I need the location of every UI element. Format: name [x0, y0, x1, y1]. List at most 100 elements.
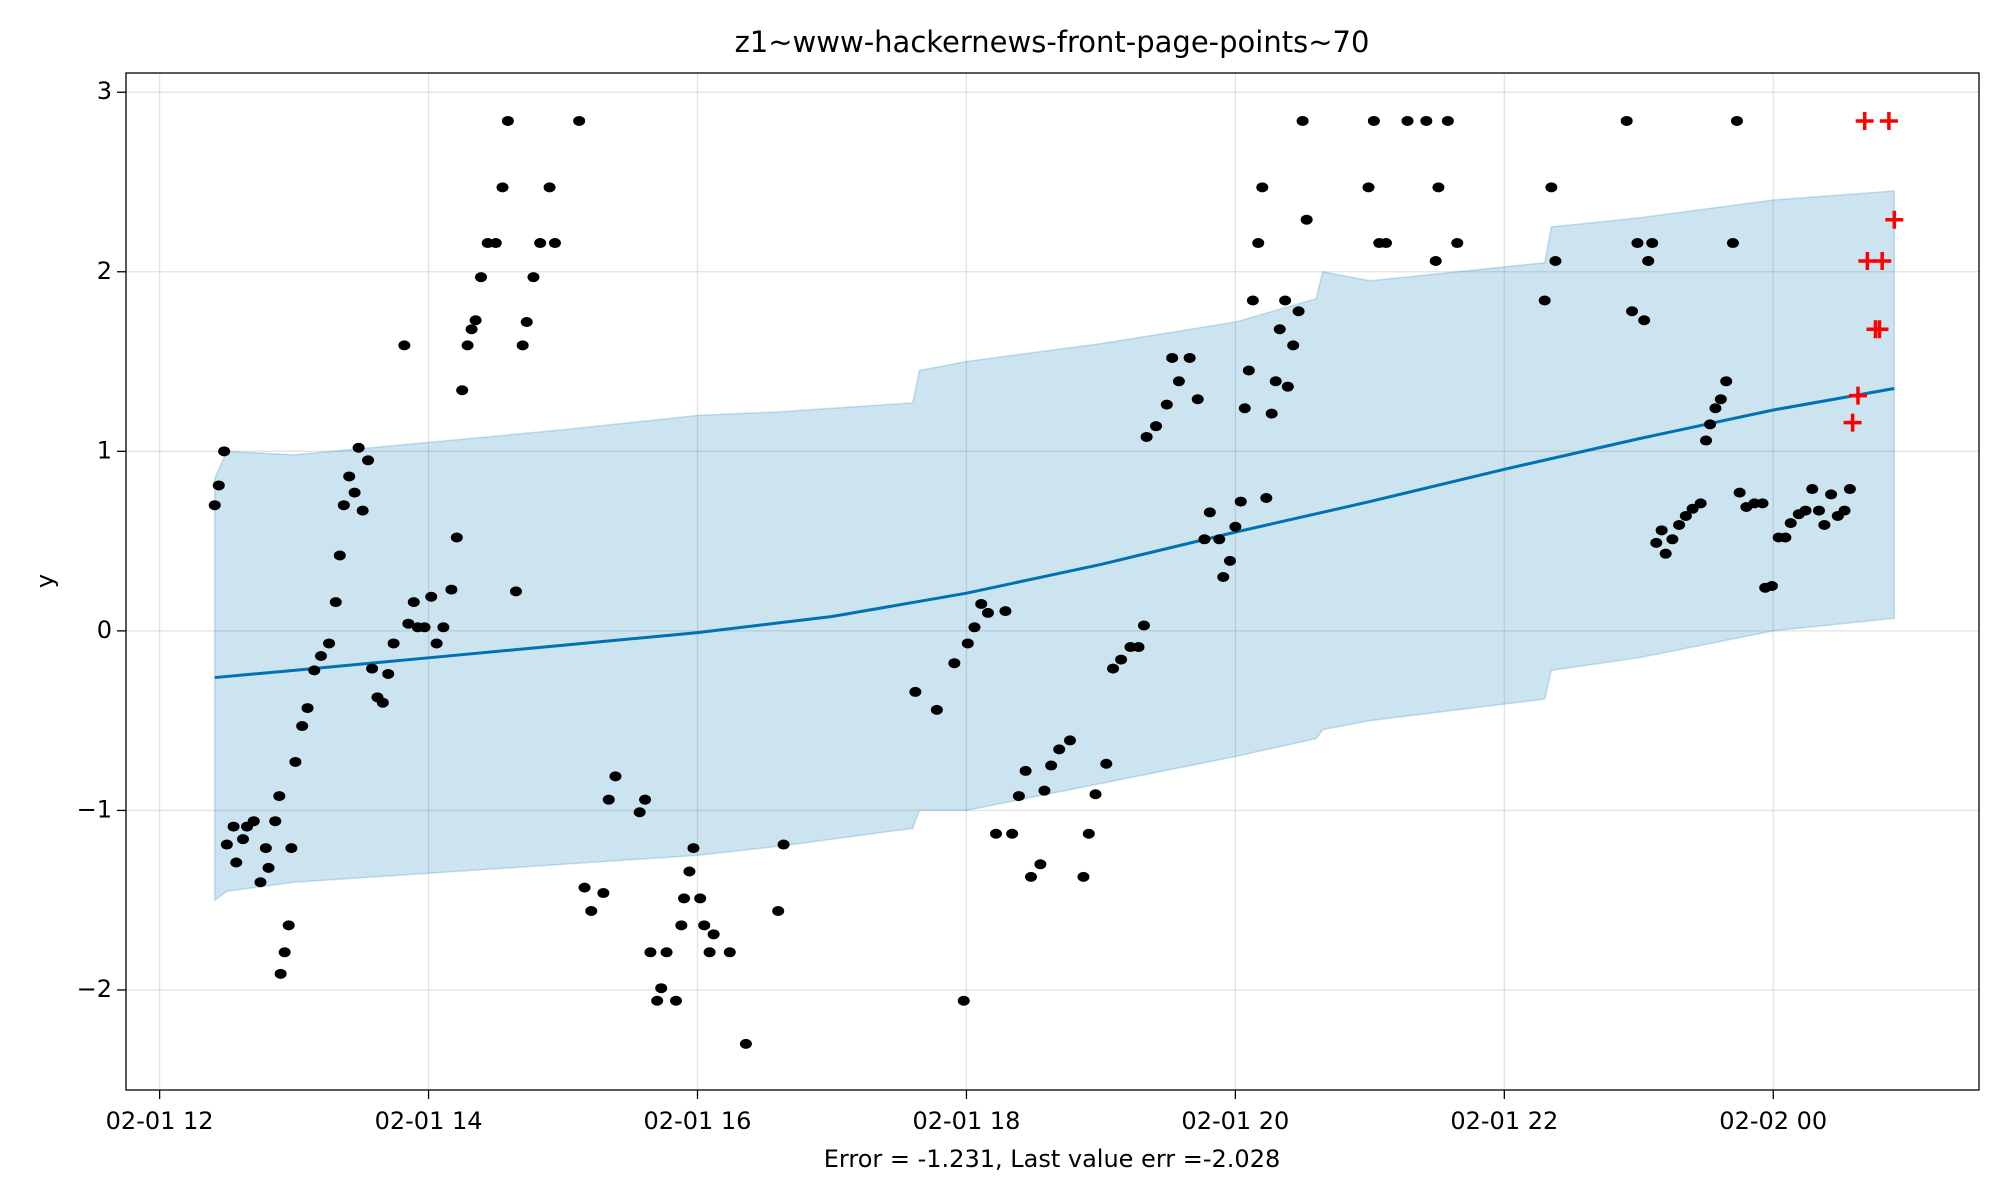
observed-point [407, 597, 420, 608]
observed-point [1549, 255, 1562, 266]
observed-point [425, 591, 438, 602]
observed-point [961, 638, 974, 649]
observed-point [1183, 352, 1196, 363]
observed-point [651, 995, 664, 1006]
observed-point [1160, 399, 1173, 410]
observed-point [1432, 182, 1445, 193]
observed-point [1756, 498, 1769, 509]
observed-point [669, 995, 682, 1006]
observed-point [456, 385, 469, 396]
observed-point [520, 317, 533, 328]
observed-point [644, 947, 657, 958]
observed-point [1726, 238, 1739, 249]
observed-point [376, 697, 389, 708]
observed-point [254, 877, 267, 888]
y-tick-label: 2 [97, 257, 112, 285]
y-axis-label: y [31, 574, 59, 588]
observed-point [1034, 859, 1047, 870]
observed-point [1686, 503, 1699, 514]
observed-point [1806, 484, 1819, 495]
observed-point [609, 771, 622, 782]
observed-point [1659, 548, 1672, 559]
observed-point [1260, 493, 1273, 504]
observed-point [573, 115, 586, 126]
observed-point [1765, 580, 1778, 591]
observed-point [1646, 238, 1659, 249]
observed-point [1538, 295, 1551, 306]
observed-point [1655, 525, 1668, 536]
observed-point [343, 471, 356, 482]
observed-point [1825, 489, 1838, 500]
observed-point [1166, 352, 1179, 363]
observed-point [218, 446, 231, 457]
observed-point [1812, 505, 1825, 516]
test-point [1879, 111, 1898, 130]
observed-point [1172, 376, 1185, 387]
observed-point [1150, 421, 1163, 432]
observed-point [602, 794, 615, 805]
observed-point [208, 500, 221, 511]
observed-point [337, 500, 350, 511]
observed-point [1784, 518, 1797, 529]
observed-point [1367, 115, 1380, 126]
observed-point [698, 920, 711, 931]
x-tick-label: 02-01 18 [912, 1107, 1020, 1135]
observed-point [1063, 735, 1076, 746]
observed-point [398, 340, 411, 351]
observed-point [1620, 115, 1633, 126]
observed-point [1238, 403, 1251, 414]
observed-point [227, 821, 240, 832]
observed-point [1300, 214, 1313, 225]
observed-point [1838, 505, 1851, 516]
x-tick-label: 02-02 00 [1719, 1107, 1827, 1135]
observed-point [1779, 532, 1792, 543]
observed-point [1012, 791, 1025, 802]
observed-point [1429, 255, 1442, 266]
observed-point [694, 893, 707, 904]
observed-point [1140, 431, 1153, 442]
observed-point [366, 663, 379, 674]
observed-point [1287, 340, 1300, 351]
observed-point [1100, 758, 1113, 769]
observed-point [1252, 238, 1265, 249]
observed-point [269, 816, 282, 827]
observed-point [259, 843, 272, 854]
observed-point [450, 532, 463, 543]
observed-point [1673, 519, 1686, 530]
observed-point [247, 816, 260, 827]
observed-point [1730, 115, 1743, 126]
observed-point [262, 862, 275, 873]
observed-point [1019, 765, 1032, 776]
observed-point [501, 115, 514, 126]
observed-point [660, 947, 673, 958]
observed-point [323, 638, 336, 649]
y-tick-label: −2 [77, 975, 112, 1003]
observed-point [1631, 238, 1644, 249]
observed-point [348, 487, 361, 498]
observed-point [578, 882, 591, 893]
observed-point [999, 606, 1012, 617]
observed-point [981, 607, 994, 618]
observed-point [585, 905, 598, 916]
observed-point [1053, 744, 1066, 755]
observed-point [1843, 484, 1856, 495]
observed-point [683, 866, 696, 877]
y-tick-label: 3 [97, 77, 112, 105]
observed-point [496, 182, 509, 193]
observed-point [1234, 496, 1247, 507]
confidence-band [214, 190, 1896, 902]
observed-point [1203, 507, 1216, 518]
observed-point [1077, 871, 1090, 882]
x-tick-label: 02-01 14 [375, 1107, 483, 1135]
observed-point [675, 920, 688, 931]
observed-point [1045, 760, 1058, 771]
observed-point [1273, 324, 1286, 335]
observed-point [509, 586, 522, 597]
observed-point [1281, 381, 1294, 392]
observed-point [220, 839, 233, 850]
observed-point [308, 665, 321, 676]
observed-point [230, 857, 243, 868]
observed-point [1024, 871, 1037, 882]
observed-point [289, 756, 302, 767]
observed-point [1191, 394, 1204, 405]
